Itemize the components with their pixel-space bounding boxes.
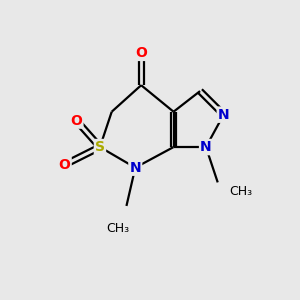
Text: S: S <box>95 140 105 154</box>
Text: N: N <box>130 161 141 175</box>
Text: O: O <box>135 46 147 60</box>
Text: N: N <box>200 140 212 154</box>
Text: O: O <box>59 158 70 172</box>
Text: CH₃: CH₃ <box>106 222 129 235</box>
Text: CH₃: CH₃ <box>230 185 253 198</box>
Text: N: N <box>218 108 230 122</box>
Text: O: O <box>70 114 82 128</box>
